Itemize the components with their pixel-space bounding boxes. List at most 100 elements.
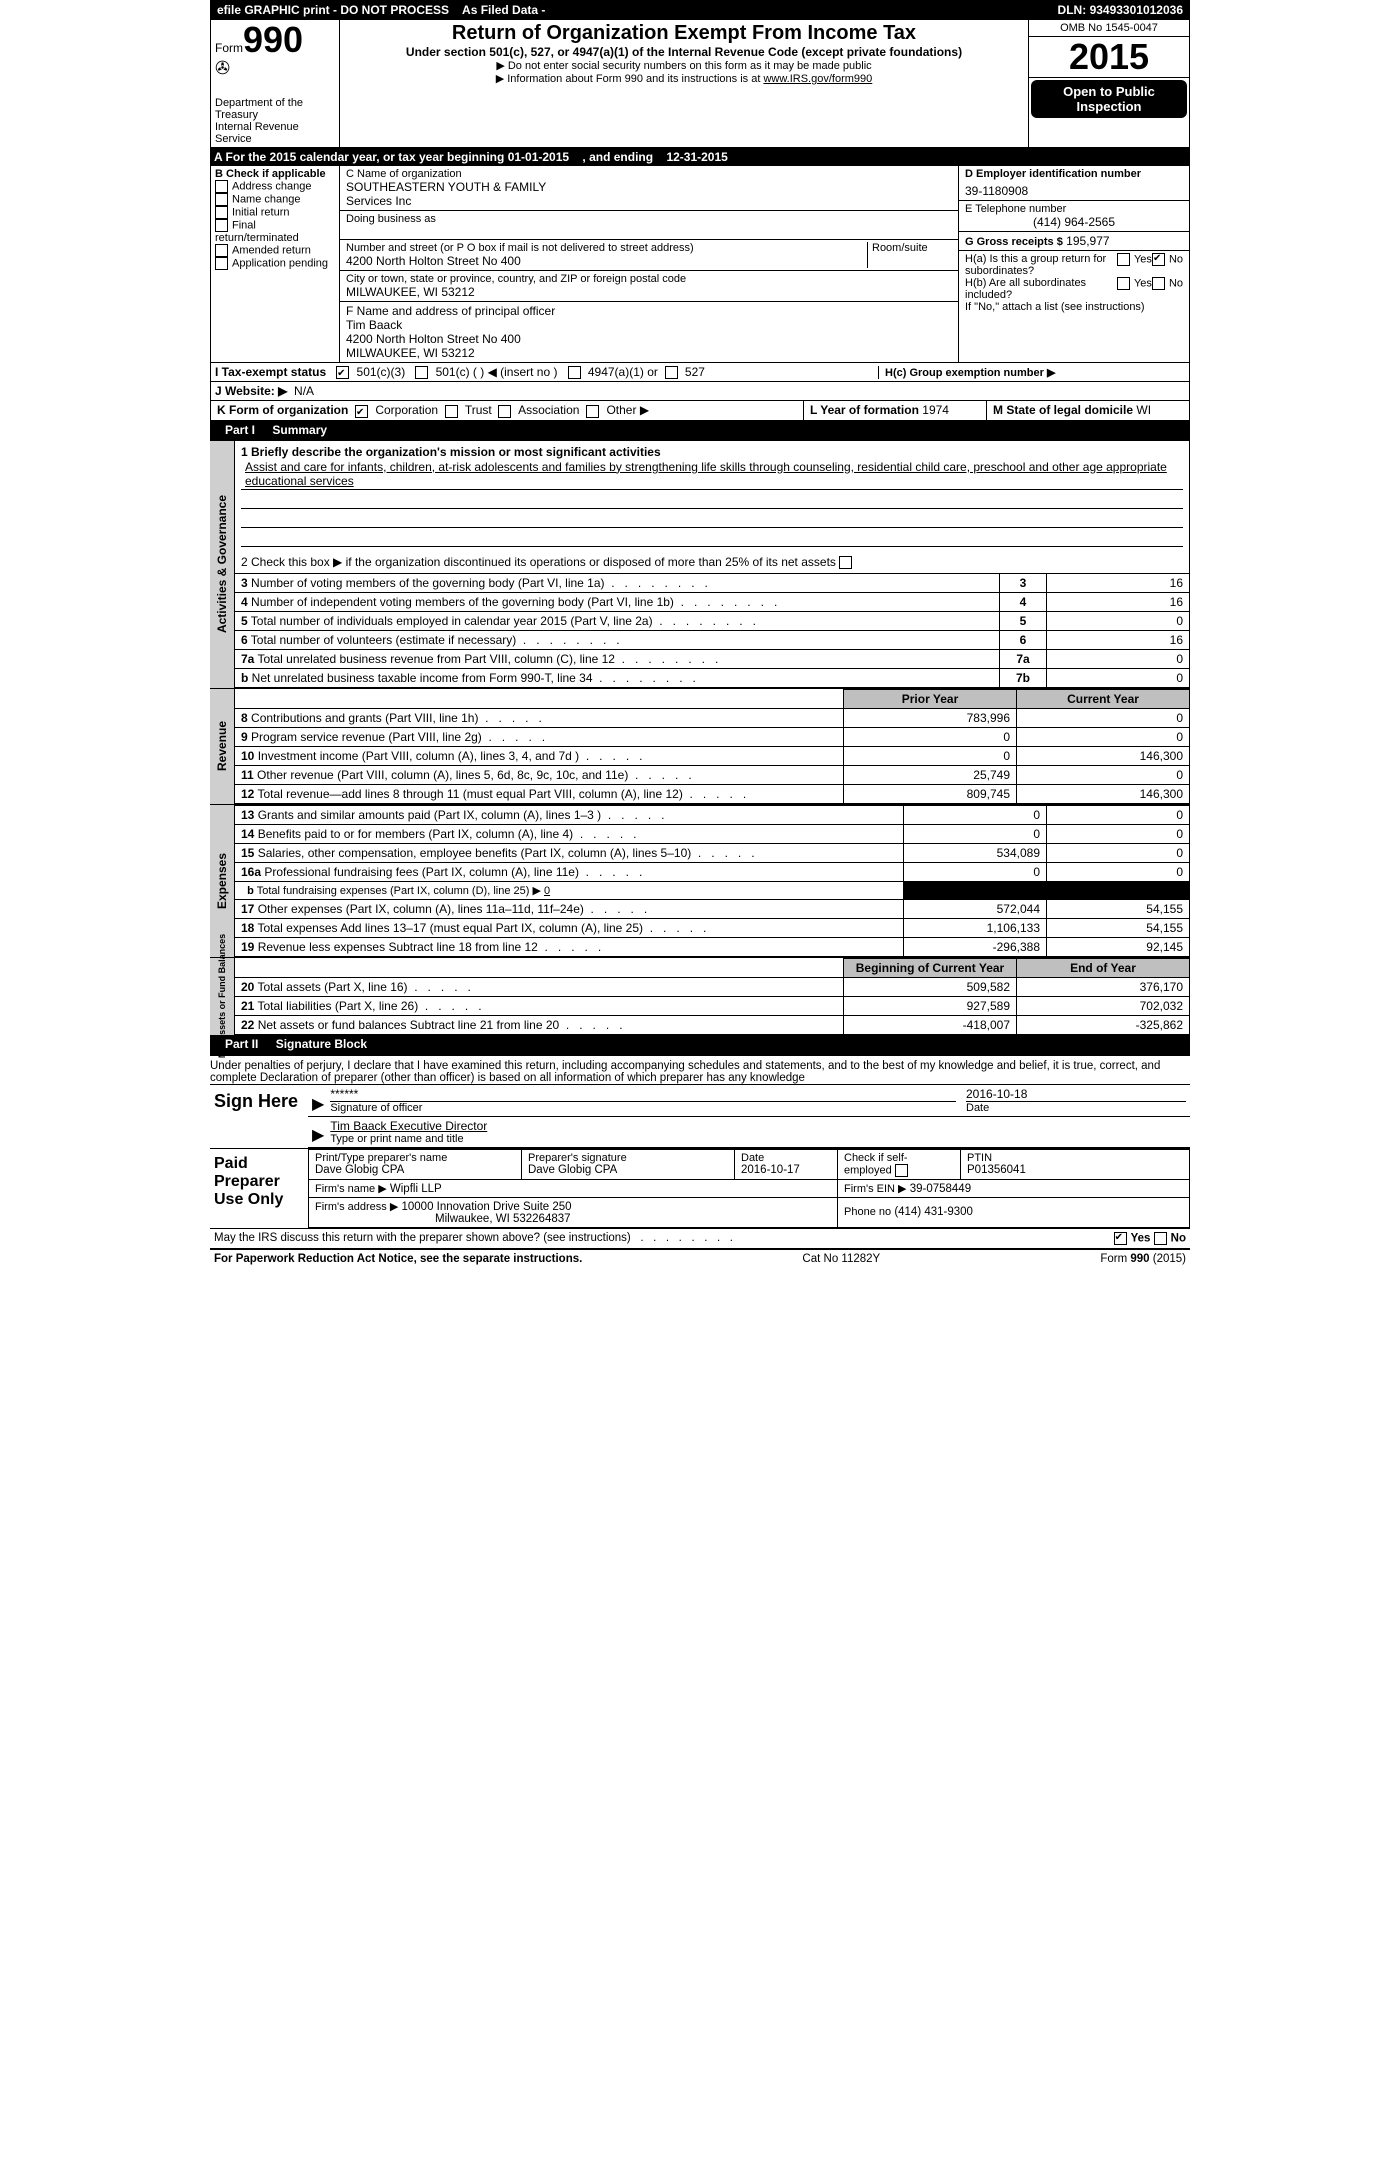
- initial-return-label: Initial return: [232, 206, 289, 218]
- chk-app-pending[interactable]: Application pending: [215, 257, 335, 270]
- col-hdr-right: End of Year: [1017, 958, 1190, 977]
- line-desc: 11 Other revenue (Part VIII, column (A),…: [235, 765, 844, 784]
- irs-yes-label: Yes: [1131, 1233, 1151, 1245]
- org-name-1: SOUTHEASTERN YOUTH & FAMILY: [346, 180, 952, 194]
- form-number-block: Form990: [215, 22, 335, 58]
- chk-4947[interactable]: [568, 366, 581, 379]
- chk-501c[interactable]: [415, 366, 428, 379]
- side-rev-label: Revenue: [215, 721, 229, 771]
- k-label: K Form of organization: [217, 403, 348, 417]
- blacked-cell: [904, 881, 1047, 899]
- sig-of-label: Signature of officer: [330, 1101, 956, 1114]
- current-year-value: 376,170: [1017, 977, 1190, 996]
- col-c: C Name of organization SOUTHEASTERN YOUT…: [340, 166, 958, 362]
- q2-label: 2 Check this box ▶ if the organization d…: [241, 555, 836, 569]
- exp-table: 13 Grants and similar amounts paid (Part…: [235, 805, 1190, 957]
- chk-initial[interactable]: Initial return: [215, 206, 335, 219]
- prior-year-value: -418,007: [844, 1015, 1017, 1034]
- e-label: E Telephone number: [965, 203, 1183, 215]
- col-hdr-right: Current Year: [1017, 689, 1190, 708]
- chk-amended[interactable]: Amended return: [215, 244, 335, 257]
- table-row: 15 Salaries, other compensation, employe…: [235, 843, 1190, 862]
- ptin-value: P01356041: [967, 1164, 1183, 1176]
- current-year-value: 146,300: [1017, 746, 1190, 765]
- side-net: Net Assets or Fund Balances: [210, 958, 235, 1035]
- chk-final[interactable]: Final return/terminated: [215, 219, 335, 244]
- b-label: B Check if applicable: [215, 168, 335, 180]
- line-a-end: 12-31-2015: [666, 150, 727, 164]
- ha-yes[interactable]: Yes: [1117, 253, 1152, 277]
- typed-label: Type or print name and title: [330, 1133, 1186, 1145]
- table-row: 19 Revenue less expenses Subtract line 1…: [235, 937, 1190, 956]
- top-bar: efile GRAPHIC print - DO NOT PROCESS As …: [210, 0, 1190, 20]
- prior-year-value: 534,089: [904, 843, 1047, 862]
- part-i-header: Part I Summary: [210, 421, 1190, 440]
- chk-corp[interactable]: [355, 405, 368, 418]
- chk-assoc[interactable]: [498, 405, 511, 418]
- current-year-value: 54,155: [1047, 899, 1190, 918]
- line-desc: 6 Total number of volunteers (estimate i…: [235, 630, 1000, 649]
- line-desc: b Total fundraising expenses (Part IX, c…: [235, 881, 904, 899]
- street-value: 4200 North Holton Street No 400: [346, 254, 867, 268]
- current-year-value: 146,300: [1017, 784, 1190, 803]
- side-net-label: Net Assets or Fund Balances: [217, 934, 227, 1058]
- pname-label: Print/Type preparer's name: [315, 1152, 515, 1164]
- table-row: 5 Total number of individuals employed i…: [235, 611, 1190, 630]
- line-desc: 13 Grants and similar amounts paid (Part…: [235, 805, 904, 824]
- sig-line-1: ▶ ****** Signature of officer 2016-10-18…: [308, 1085, 1190, 1117]
- chk-discontinued[interactable]: [839, 556, 852, 569]
- chk-other[interactable]: [586, 405, 599, 418]
- note2-prefix: ▶ Information about Form 990 and its ins…: [496, 73, 764, 85]
- chk-address[interactable]: Address change: [215, 180, 335, 193]
- line-value: 16: [1047, 592, 1190, 611]
- f-street: 4200 North Holton Street No 400: [346, 332, 952, 346]
- line-desc: 4 Number of independent voting members o…: [235, 592, 1000, 611]
- firm-addr2: Milwaukee, WI 532264837: [315, 1213, 831, 1225]
- table-row: 14 Benefits paid to or for members (Part…: [235, 824, 1190, 843]
- table-row: 3 Number of voting members of the govern…: [235, 573, 1190, 592]
- line-a-mid: , and ending: [572, 150, 663, 164]
- line-j: J Website: ▶ N/A: [210, 382, 1190, 401]
- table-row: 17 Other expenses (Part IX, column (A), …: [235, 899, 1190, 918]
- line-a-begin: 01-01-2015: [508, 150, 569, 164]
- preparer-row: Paid Preparer Use Only Print/Type prepar…: [210, 1148, 1190, 1228]
- l-value: 1974: [922, 403, 949, 417]
- ha-label: H(a) Is this a group return for subordin…: [965, 253, 1117, 277]
- form-note2: ▶ Information about Form 990 and its ins…: [348, 72, 1020, 85]
- psig-label: Preparer's signature: [528, 1152, 728, 1164]
- line-a: A For the 2015 calendar year, or tax yea…: [210, 148, 1190, 166]
- self-emp[interactable]: Check if self-employed: [838, 1149, 961, 1179]
- chk-name[interactable]: Name change: [215, 193, 335, 206]
- pdate-value: 2016-10-17: [741, 1164, 831, 1176]
- col-b: B Check if applicable Address change Nam…: [211, 166, 340, 362]
- hb-no[interactable]: No: [1152, 277, 1183, 301]
- mission-text: Assist and care for infants, children, a…: [241, 459, 1183, 490]
- prior-year-value: 0: [844, 727, 1017, 746]
- line-value: 16: [1047, 630, 1190, 649]
- mission-blank-1: [241, 490, 1183, 509]
- i-label: I Tax-exempt status: [215, 365, 326, 379]
- dept-1: Department of the Treasury: [215, 97, 335, 121]
- part-i-rev: Revenue Prior YearCurrent Year8 Contribu…: [210, 688, 1190, 804]
- 501c-label: 501(c) ( ) ◀ (insert no ): [436, 365, 558, 379]
- ha-no[interactable]: No: [1152, 253, 1183, 277]
- prior-year-value: 509,582: [844, 977, 1017, 996]
- chk-trust[interactable]: [445, 405, 458, 418]
- table-row: 21 Total liabilities (Part X, line 26)92…: [235, 996, 1190, 1015]
- firm-phone-label: Phone no: [844, 1206, 891, 1218]
- form-word: Form: [215, 41, 243, 55]
- chk-irs-no[interactable]: [1154, 1232, 1167, 1245]
- addr-change-label: Address change: [232, 180, 312, 192]
- chk-irs-yes[interactable]: [1114, 1232, 1127, 1245]
- chk-527[interactable]: [665, 366, 678, 379]
- irs-link[interactable]: www.IRS.gov/form990: [763, 73, 872, 85]
- irs-no-label: No: [1171, 1233, 1186, 1245]
- hb-yes[interactable]: Yes: [1117, 277, 1152, 301]
- pdate-label: Date: [741, 1152, 831, 1164]
- street-label: Number and street (or P O box if mail is…: [346, 242, 867, 254]
- table-row: 9 Program service revenue (Part VIII, li…: [235, 727, 1190, 746]
- section-bcd: B Check if applicable Address change Nam…: [210, 166, 1190, 363]
- chk-501c3[interactable]: [336, 366, 349, 379]
- hb-note: If "No," attach a list (see instructions…: [965, 301, 1183, 313]
- ptin-label: PTIN: [967, 1152, 1183, 1164]
